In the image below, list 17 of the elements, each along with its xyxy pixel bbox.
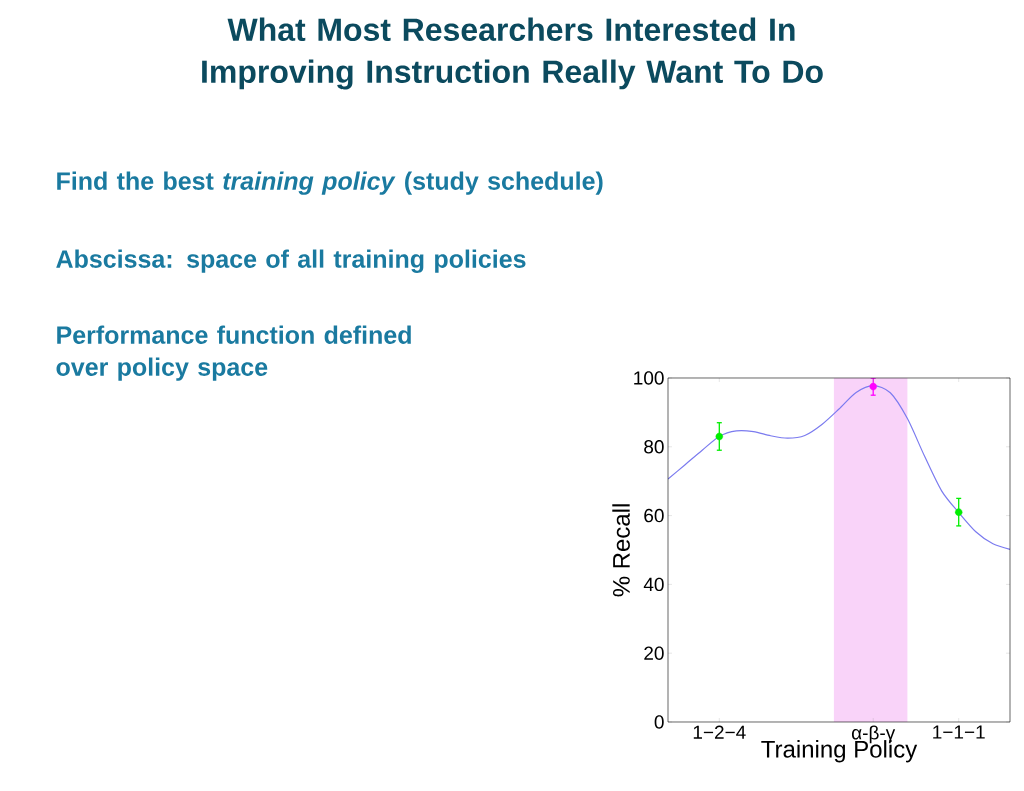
- chart-title: What Most Researchers Interested In Improving Instruction Really Want To Do: [202, 17, 823, 90]
- x-tick-label: 1−1−1: [933, 725, 985, 739]
- text: Find the best training policy (study schedule): [57, 171, 603, 195]
- point: [869, 382, 877, 391]
- point: [955, 508, 963, 516]
- text: Abscissa: space of all training policies: [56, 249, 526, 273]
- y-tick-label: 0: [654, 715, 664, 729]
- x-tick-label: 1−2−4: [693, 725, 746, 739]
- y-tick-label: 80: [644, 440, 664, 454]
- text: Performance function defined over policy space: [56, 325, 411, 381]
- y-tick-label: 40: [643, 577, 664, 592]
- y-axis-title: % Recall: [612, 504, 630, 597]
- y-tick-label: 20: [644, 646, 664, 660]
- y-tick-label: 100: [634, 371, 664, 385]
- y-tick-label: 60: [644, 508, 664, 523]
- line-series: [668, 384, 1011, 550]
- point: [715, 432, 724, 441]
